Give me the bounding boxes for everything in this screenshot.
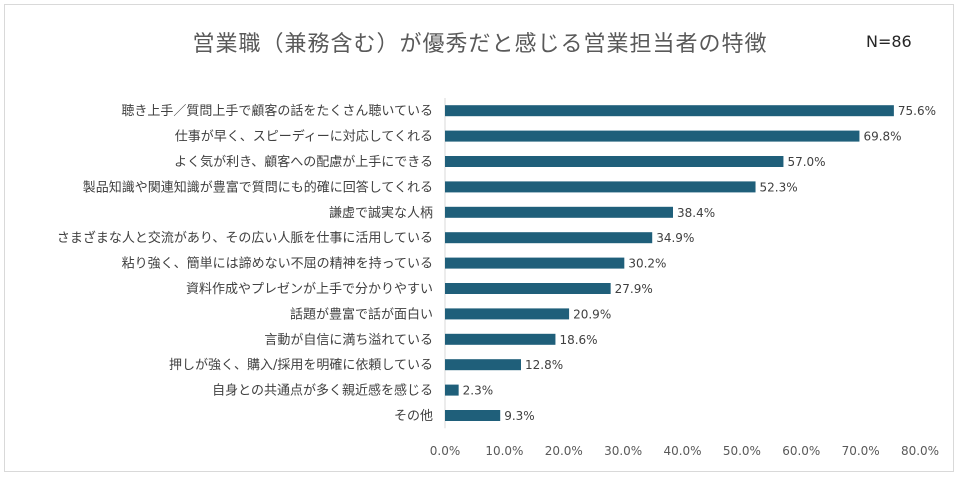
bar	[445, 156, 784, 167]
x-tick-label: 50.0%	[723, 444, 761, 458]
data-label: 75.6%	[898, 104, 936, 118]
data-label: 20.9%	[573, 307, 611, 321]
bar	[445, 181, 756, 193]
category-label: よく気が利き、顧客への配慮が上手にできる	[174, 154, 433, 170]
data-label: 30.2%	[628, 257, 666, 271]
bar	[445, 410, 501, 421]
bar	[445, 105, 894, 117]
category-label: 粘り強く、簡単には諦めない不屈の精神を持っている	[122, 256, 433, 272]
data-label: 57.0%	[787, 155, 825, 169]
category-label: その他	[394, 409, 433, 424]
x-tick-label: 40.0%	[663, 444, 701, 458]
data-label: 18.6%	[559, 333, 597, 347]
data-label: 9.3%	[504, 409, 535, 423]
x-tick-label: 10.0%	[485, 444, 523, 458]
sample-size-label: N=86	[866, 32, 912, 51]
category-label: 言動が自信に満ち溢れている	[264, 333, 433, 348]
data-label: 34.9%	[656, 231, 694, 245]
category-label: 聴き上手／質問上手で顧客の話をたくさん聴いている	[121, 103, 433, 119]
x-tick-label: 80.0%	[901, 444, 939, 458]
bar	[445, 384, 459, 396]
bar	[445, 308, 570, 320]
chart-title: 営業職（兼務含む）が優秀だと感じる営業担当者の特徴	[192, 32, 768, 57]
data-label: 38.4%	[677, 206, 715, 220]
category-label: 仕事が早く、スピーディーに対応してくれる	[175, 129, 433, 145]
category-label: 話題が豊富で話が面白い	[290, 306, 433, 322]
category-label: 押しが強く、購入/採用を明確に依頼している	[169, 357, 433, 373]
bar	[445, 333, 556, 345]
x-tick-label: 30.0%	[604, 444, 642, 458]
bar	[445, 359, 521, 371]
x-tick-label: 60.0%	[782, 444, 820, 458]
bar	[445, 257, 625, 269]
category-label: 製品知識や関連知識が豊富で質問にも的確に回答してくれる	[83, 179, 433, 195]
bar	[445, 130, 860, 142]
data-label: 12.8%	[525, 358, 563, 372]
data-label: 52.3%	[760, 180, 798, 194]
category-label: 謙虚で誠実な人柄	[329, 205, 433, 221]
bar	[445, 206, 673, 218]
data-label: 27.9%	[615, 282, 653, 296]
category-label: 資料作成やプレゼンが上手で分かりやすい	[186, 282, 433, 297]
category-label: 自身との共通点が多く親近感を感じる	[212, 383, 433, 399]
category-label: さまざまな人と交流があり、その広い人脈を仕事に活用している	[57, 230, 433, 246]
data-label: 69.8%	[863, 130, 901, 144]
x-tick-label: 0.0%	[430, 444, 461, 458]
bar	[445, 283, 611, 294]
x-tick-label: 70.0%	[842, 444, 880, 458]
data-label: 2.3%	[463, 384, 494, 398]
x-tick-label: 20.0%	[545, 444, 583, 458]
bar	[445, 232, 653, 244]
